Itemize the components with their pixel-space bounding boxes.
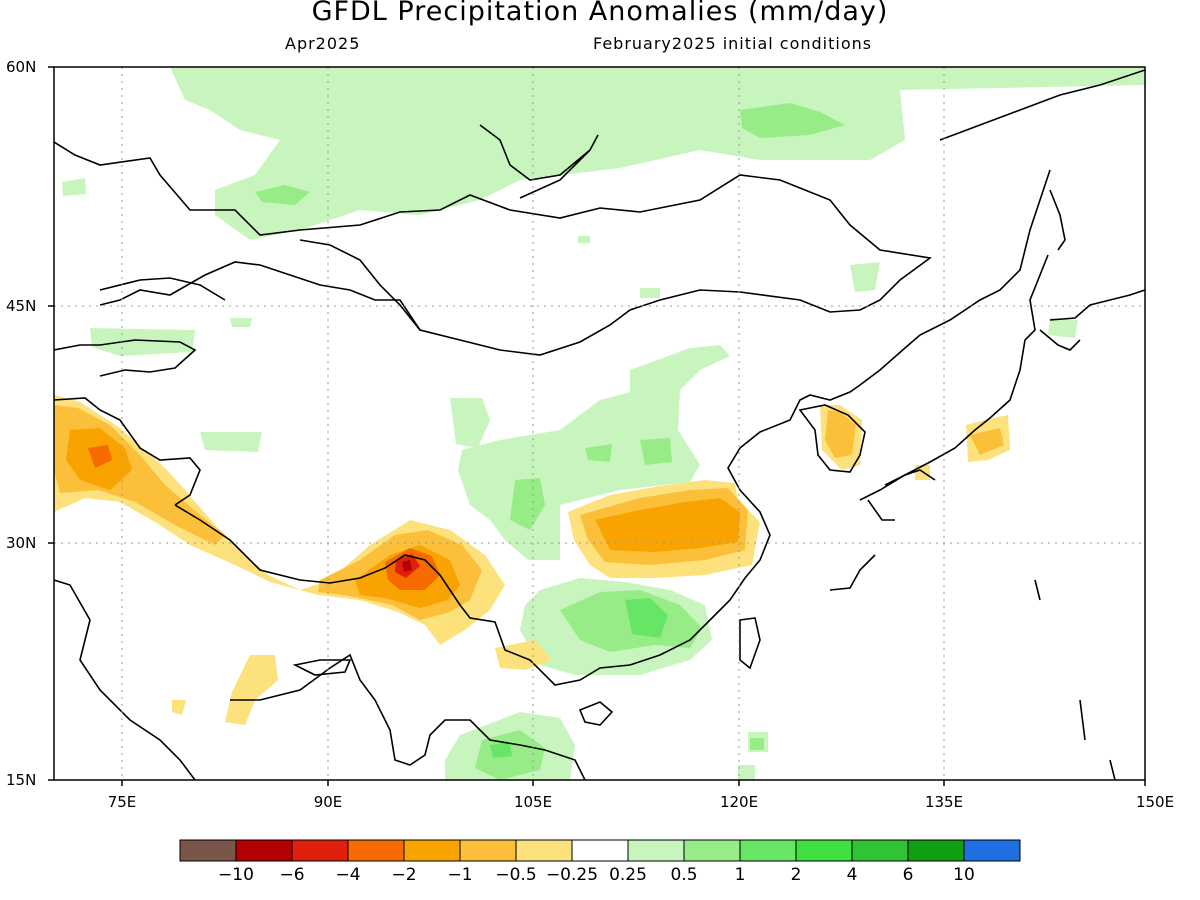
lon-label-150e: 150E xyxy=(1135,793,1175,811)
colorbar-tick-label: −6 xyxy=(279,865,305,885)
lon-label-120e: 120E xyxy=(719,793,759,811)
lat-label-30n: 30N xyxy=(6,534,37,552)
lon-label-135e: 135E xyxy=(924,793,964,811)
colorbar-tick-label: 0.5 xyxy=(670,865,698,885)
colorbar-tick-label: 0.25 xyxy=(609,865,647,885)
wet-anomaly-strong xyxy=(490,598,668,758)
lat-label-60n: 60N xyxy=(6,58,37,76)
colorbar-swatch xyxy=(851,839,909,862)
colorbar-tick-label: −4 xyxy=(335,865,361,885)
lon-label-75e: 75E xyxy=(107,793,137,811)
dry-anomaly-max xyxy=(402,560,412,572)
colorbar-tick-label: 10 xyxy=(953,865,975,885)
colorbar-tick-label: 2 xyxy=(790,865,802,885)
axis-ticks xyxy=(48,66,1146,786)
colorbar-swatch xyxy=(235,839,293,862)
colorbar-swatch xyxy=(515,839,573,862)
colorbar-swatch xyxy=(683,839,741,862)
map-title: GFDL Precipitation Anomalies (mm/day) xyxy=(311,0,889,27)
colorbar-tick-label: −10 xyxy=(218,865,254,885)
colorbar-swatch xyxy=(795,839,853,862)
initial-conditions: February2025 initial conditions xyxy=(593,34,873,53)
colorbar-swatch xyxy=(347,839,405,862)
colorbar-swatch xyxy=(291,839,349,862)
colorbar-tick-label: 4 xyxy=(846,865,858,885)
colorbar-swatch xyxy=(571,839,629,862)
colorbar-tick-label: −1 xyxy=(447,865,473,885)
lat-label-45n: 45N xyxy=(6,297,37,315)
dry-anomaly-strong xyxy=(66,428,740,608)
forecast-month: Apr2025 xyxy=(285,34,361,53)
plot-frame xyxy=(53,66,1146,781)
colorbar-swatch xyxy=(627,839,685,862)
colorbar-swatch xyxy=(179,839,237,862)
colorbar-tick-label: 6 xyxy=(902,865,914,885)
lat-label-15n: 15N xyxy=(6,771,37,789)
colorbar-swatch xyxy=(963,839,1021,862)
colorbar-tick-label: −2 xyxy=(391,865,417,885)
colorbar-tick-label: −0.5 xyxy=(495,865,537,885)
lon-label-105e: 105E xyxy=(513,793,553,811)
anomaly-fields xyxy=(54,67,1145,780)
colorbar-tick-label: −0.25 xyxy=(545,865,599,885)
colorbar-swatch xyxy=(403,839,461,862)
colorbar-swatch xyxy=(907,839,965,862)
coastlines-borders xyxy=(54,69,1145,780)
colorbar xyxy=(179,839,1021,862)
colorbar-swatch xyxy=(739,839,797,862)
colorbar-tick-label: 1 xyxy=(734,865,746,885)
lon-label-90e: 90E xyxy=(313,793,343,811)
colorbar-swatch xyxy=(459,839,517,862)
